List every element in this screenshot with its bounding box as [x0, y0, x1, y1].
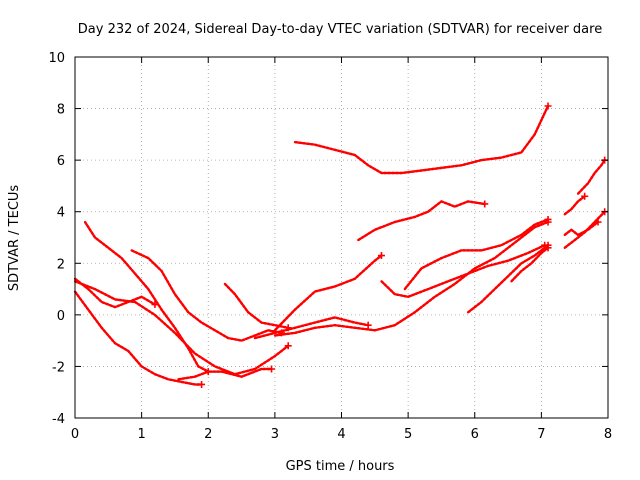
- series-end-marker-s5: [268, 365, 276, 373]
- y-tick-label: 6: [57, 154, 65, 169]
- series-markers-s13: [403, 218, 549, 290]
- y-tick-label: 0: [57, 309, 65, 324]
- y-tick-label: 8: [57, 103, 65, 118]
- series-markers-s16: [510, 246, 549, 283]
- series-end-marker-s13: [544, 215, 552, 223]
- series-end-marker-s20: [594, 218, 602, 226]
- series-markers-s5: [178, 367, 272, 381]
- series-group: [73, 102, 609, 388]
- series-markers-s11: [294, 105, 550, 175]
- x-tick-label: 1: [137, 427, 145, 442]
- series-end-marker-s11: [544, 102, 552, 110]
- series-line-s11: [293, 104, 550, 175]
- series-markers-s14: [380, 244, 546, 298]
- series-markers-s10: [254, 316, 369, 340]
- series-markers-s6: [131, 249, 282, 342]
- series-end-marker-s8: [377, 252, 385, 260]
- series-markers-s20: [563, 221, 599, 237]
- series-line-s4: [73, 280, 290, 376]
- series-end-marker-s4: [284, 342, 292, 350]
- series-end-marker-s18: [581, 192, 589, 200]
- series-markers-s8: [274, 254, 383, 332]
- series-markers-s12: [357, 200, 485, 242]
- y-axis-label: SDTVAR / TECUs: [7, 185, 22, 292]
- series-line-s12: [357, 200, 486, 242]
- axis-ticks: 0 1 2 3 4 5 6 7 8 -4 -2 0 2 4 6 8 10: [48, 51, 612, 442]
- y-tick-label: 10: [48, 51, 65, 66]
- series-markers-s19: [577, 159, 606, 195]
- series-line-s6: [130, 249, 283, 342]
- grid: [75, 57, 608, 418]
- series-markers-s9: [274, 220, 549, 337]
- series-end-marker-s10: [364, 321, 372, 329]
- y-tick-label: 2: [57, 257, 65, 272]
- series-end-marker-s1: [198, 380, 206, 388]
- series-markers-s18: [563, 195, 586, 216]
- x-tick-label: 4: [337, 427, 345, 442]
- chart-title: Day 232 of 2024, Sidereal Day-to-day VTE…: [78, 22, 602, 37]
- series-end-marker-s12: [481, 200, 489, 208]
- x-tick-label: 5: [404, 427, 412, 442]
- series-line-s7: [223, 282, 290, 329]
- x-tick-label: 2: [204, 427, 212, 442]
- series-markers-s7: [224, 283, 289, 329]
- y-tick-label: -4: [52, 412, 65, 427]
- series-markers-s4: [74, 280, 289, 376]
- y-tick-label: -2: [52, 360, 65, 375]
- x-axis-label: GPS time / hours: [286, 459, 395, 474]
- series-end-marker-s16: [544, 244, 552, 252]
- series-markers-s3: [83, 221, 209, 373]
- x-tick-label: 6: [471, 427, 479, 442]
- y-tick-label: 4: [57, 206, 65, 221]
- series-markers-s1: [74, 290, 202, 386]
- x-tick-label: 0: [71, 427, 79, 442]
- x-tick-label: 8: [604, 427, 612, 442]
- series-markers-s2: [74, 277, 156, 309]
- x-tick-label: 7: [537, 427, 545, 442]
- series-markers-s15: [467, 244, 549, 314]
- x-tick-label: 3: [271, 427, 279, 442]
